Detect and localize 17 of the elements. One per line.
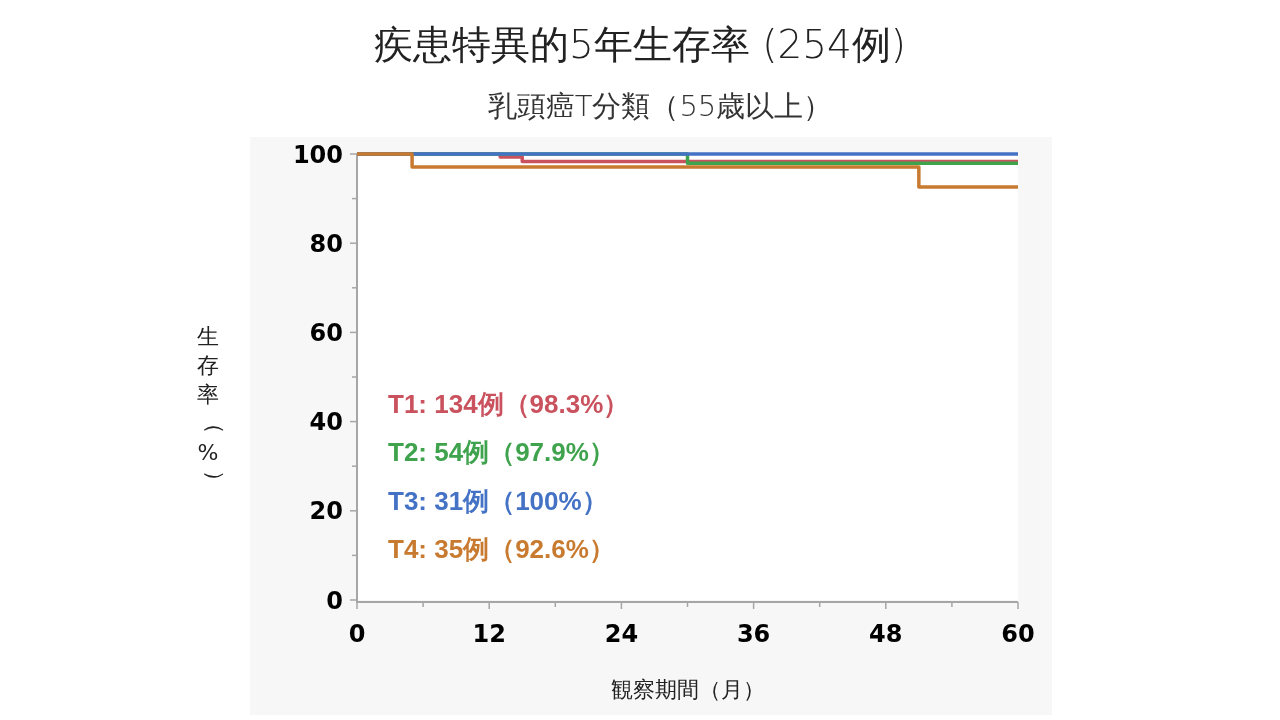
x-tick-label: 60 — [1001, 620, 1035, 648]
x-tick-label: 0 — [348, 620, 366, 648]
y-tick-label: 100 — [292, 140, 343, 169]
x-tick-label: 12 — [472, 620, 506, 648]
chart-title: 疾患特異的5年生存率 (254例) — [373, 22, 907, 67]
y-tick-label: 0 — [326, 586, 343, 615]
x-tick-label: 24 — [604, 620, 639, 648]
chart-subtitle: 乳頭癌T分類（55歳以上） — [487, 89, 833, 123]
x-axis-title: 観察期間（月） — [610, 677, 765, 702]
y-tick-label: 60 — [309, 318, 343, 347]
y-tick-label: 20 — [309, 497, 343, 526]
x-tick-label: 48 — [869, 620, 903, 648]
y-tick-label: 80 — [309, 229, 343, 258]
y-tick-label: 40 — [309, 408, 343, 437]
y-axis-title: 生存率（%） — [197, 324, 228, 492]
x-tick-label: 36 — [736, 620, 771, 648]
legend: T1: 134例（98.3%） T2: 54例（97.9%） T3: 31例（100%） T4: 35例（92.6%） — [388, 388, 630, 564]
